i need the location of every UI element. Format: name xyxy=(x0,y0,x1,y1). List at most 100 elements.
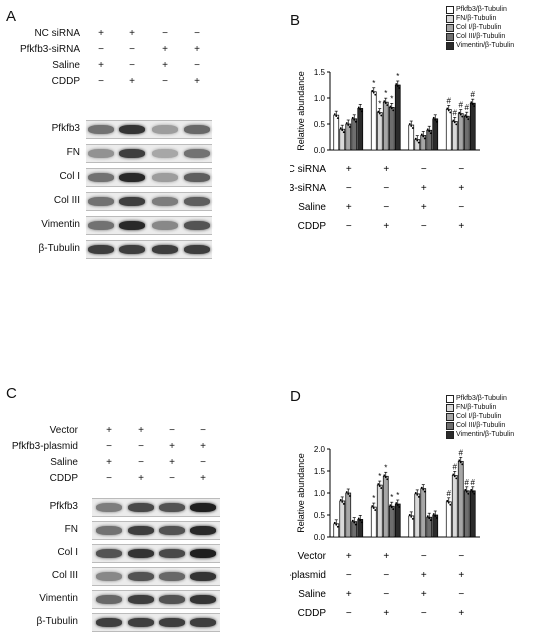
data-point xyxy=(392,508,395,511)
blot-band xyxy=(96,617,122,628)
legend-label: Vimentin/β-Tubulin xyxy=(456,42,515,49)
data-point xyxy=(384,102,387,105)
bar xyxy=(345,123,352,151)
blot-band xyxy=(128,525,154,536)
condition-sign: − xyxy=(194,60,200,71)
condition-sign: + xyxy=(138,425,144,436)
condition-label: Pfkfb3-siRNA xyxy=(290,183,326,194)
data-point xyxy=(377,110,380,113)
significance-mark: # xyxy=(447,96,452,105)
data-point xyxy=(351,116,354,119)
data-point xyxy=(408,513,411,516)
significance-mark: * xyxy=(390,94,393,103)
condition-sign: + xyxy=(421,183,427,194)
blot-band xyxy=(159,548,185,559)
data-point xyxy=(336,117,339,120)
condition-sign: + xyxy=(138,473,144,484)
blot-band xyxy=(184,244,210,255)
blot-band xyxy=(119,172,145,183)
data-point xyxy=(372,507,375,509)
significance-mark: * xyxy=(396,72,399,81)
blot-label: β-Tubulin xyxy=(36,615,78,627)
blot-band xyxy=(152,220,178,231)
data-point xyxy=(398,506,401,508)
data-point xyxy=(411,127,414,129)
condition-sign: − xyxy=(346,570,352,581)
data-point xyxy=(417,495,420,498)
blot-band xyxy=(88,148,114,159)
data-point xyxy=(471,103,474,106)
legend-entry: Col I/β-Tubulin xyxy=(446,412,514,421)
data-point xyxy=(386,104,389,107)
bar xyxy=(414,139,421,151)
panel-letter-c: C xyxy=(6,385,17,402)
data-point xyxy=(435,517,438,519)
condition-sign: − xyxy=(200,425,206,436)
condition-sign: + xyxy=(169,441,175,452)
bar xyxy=(339,500,346,538)
blot-label: FN xyxy=(64,523,78,535)
data-point xyxy=(360,521,363,524)
condition-label: CDDP xyxy=(298,221,327,232)
blot-band xyxy=(190,617,216,628)
condition-sign: + xyxy=(458,221,464,232)
data-point xyxy=(339,499,342,501)
y-tick-label: 1.0 xyxy=(314,489,326,498)
blot-band xyxy=(159,571,185,582)
bar xyxy=(451,121,458,151)
bar xyxy=(469,102,476,151)
data-point xyxy=(432,116,435,119)
condition-label: Vector xyxy=(49,425,78,436)
condition-sign: − xyxy=(346,221,352,232)
legend-entry: Pfkfb3/β-Tubulin xyxy=(446,394,514,403)
data-point xyxy=(392,109,395,112)
condition-sign: − xyxy=(421,608,427,619)
data-point xyxy=(390,107,393,110)
legend-entry: Col III/β-Tubulin xyxy=(446,32,514,41)
condition-label: Pfkfb3-plasmid xyxy=(290,570,326,581)
condition-sign: + xyxy=(162,44,168,55)
condition-sign: − xyxy=(169,425,175,436)
condition-sign: − xyxy=(138,457,144,468)
condition-sign: + xyxy=(383,221,389,232)
data-point xyxy=(467,118,470,121)
data-point xyxy=(447,109,450,112)
condition-sign: − xyxy=(346,608,352,619)
significance-mark: # xyxy=(471,478,476,487)
legend-label: Vimentin/β-Tubulin xyxy=(456,431,515,438)
condition-sign: − xyxy=(129,44,135,55)
significance-mark: # xyxy=(453,462,458,471)
legend-entry: Vimentin/β-Tubulin xyxy=(446,430,514,439)
y-tick-label: 1.5 xyxy=(314,68,326,77)
condition-sign: − xyxy=(458,202,464,213)
legend-entry: Col I/β-Tubulin xyxy=(446,23,514,32)
condition-sign: + xyxy=(383,608,389,619)
condition-sign: − xyxy=(383,202,389,213)
condition-sign: − xyxy=(98,76,104,87)
data-point xyxy=(390,506,393,509)
data-point xyxy=(420,486,423,489)
blot-band xyxy=(128,617,154,628)
condition-sign: + xyxy=(346,202,352,213)
blot-band xyxy=(159,525,185,536)
legend-label: Col III/β-Tubulin xyxy=(456,422,506,429)
blot-band xyxy=(190,525,216,536)
data-point xyxy=(428,517,431,520)
condition-label: Saline xyxy=(52,60,80,71)
bar xyxy=(345,492,352,538)
legend-swatch xyxy=(446,41,454,50)
panel-letter-d: D xyxy=(290,388,301,405)
blot-band xyxy=(128,502,154,513)
data-point xyxy=(357,517,360,520)
data-point xyxy=(383,100,386,103)
condition-sign: − xyxy=(138,441,144,452)
condition-label: CDDP xyxy=(49,473,78,484)
blot-band xyxy=(88,172,114,183)
bar xyxy=(463,115,470,151)
blot-label: Col III xyxy=(53,194,80,206)
data-point xyxy=(408,123,411,125)
data-point xyxy=(473,105,476,108)
condition-label: CDDP xyxy=(51,76,80,87)
blot-band xyxy=(88,196,114,207)
bar xyxy=(370,91,377,151)
